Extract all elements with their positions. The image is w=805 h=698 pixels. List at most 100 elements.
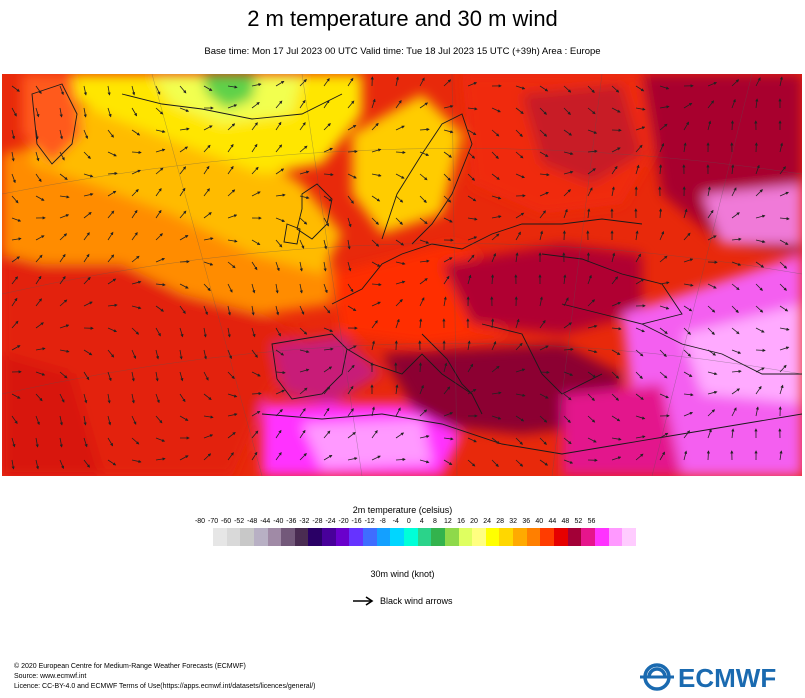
wind-arrow: [131, 129, 141, 136]
colorbar-swatch: [458, 528, 473, 546]
wind-arrow: [755, 305, 764, 313]
wind-arrow: [347, 261, 352, 272]
wind-arrow: [155, 107, 164, 115]
wind-arrow: [59, 85, 64, 96]
wind-arrow: [611, 393, 619, 401]
wind-arrow: [779, 346, 790, 351]
wind-arrow: [107, 151, 117, 157]
wind-arrow: [323, 347, 334, 351]
wind-arrow: [371, 261, 381, 267]
wind-arrow: [659, 327, 668, 334]
wind-arrow: [227, 104, 238, 109]
wind-arrow: [299, 239, 305, 249]
wind-arrow: [491, 437, 500, 445]
logo-text: ECMWF: [678, 663, 776, 693]
wind-arrow: [299, 217, 308, 225]
wind-arrow: [347, 432, 356, 439]
wind-arrow: [59, 275, 66, 285]
wind-arrow: [35, 393, 43, 402]
wind-arrow: [11, 107, 17, 117]
colorbar-swatch: [267, 528, 282, 546]
wind-arrow: [683, 450, 688, 461]
colorbar-swatch: [499, 528, 514, 546]
wind-arrow: [683, 232, 691, 241]
wind-arrow: [59, 173, 68, 180]
wind-arrow: [347, 239, 351, 250]
wind-arrow: [11, 320, 19, 329]
wind-arrow: [587, 129, 598, 134]
wind-arrow: [11, 85, 20, 92]
wind-arrow: [659, 123, 668, 131]
colorbar-swatch: [308, 528, 323, 546]
wind-arrow: [107, 107, 112, 118]
wind-arrow: [371, 195, 381, 202]
wind-arrow: [251, 283, 256, 294]
wind-arrow: [707, 283, 717, 289]
wind-arrow: [635, 371, 643, 380]
wind-arrow: [371, 148, 382, 153]
wind-arrow: [587, 349, 598, 354]
wind-arrow: [419, 259, 430, 263]
wind-arrow: [83, 173, 94, 178]
wind-arrow: [179, 349, 183, 360]
wind-arrow: [251, 451, 258, 461]
wind-arrow: [11, 415, 18, 425]
wind-arrow: [371, 320, 378, 329]
colorbar-swatch: [417, 528, 432, 546]
wind-arrow: [755, 189, 763, 197]
temperature-map: [2, 74, 802, 476]
wind-arrow: [587, 437, 597, 443]
wind-arrow: [131, 327, 140, 335]
wind-arrow: [155, 457, 166, 461]
wind-arrow: [587, 168, 596, 175]
wind-arrow: [683, 349, 692, 357]
wind-arrow: [563, 170, 574, 175]
wind-arrow: [731, 98, 736, 109]
wind-arrow: [515, 173, 525, 179]
wind-arrow: [419, 102, 429, 109]
wind-arrow: [227, 165, 234, 175]
wind-arrow: [467, 340, 471, 351]
wind-arrow: [443, 412, 454, 417]
wind-arrow: [131, 188, 139, 197]
wind-arrow: [539, 107, 547, 115]
wind-arrow: [563, 322, 573, 329]
wind-arrow: [731, 164, 735, 175]
wind-arrow: [179, 455, 189, 461]
footer-copyright: © 2020 European Centre for Medium-Range …: [14, 663, 246, 670]
wind-arrow: [107, 171, 118, 176]
wind-arrow: [35, 235, 45, 241]
wind-arrow: [59, 299, 68, 307]
colorbar-swatch: [294, 528, 309, 546]
legend-tick-label: 48: [561, 518, 570, 525]
wind-arrow: [227, 85, 238, 89]
wind-arrow: [587, 415, 596, 423]
wind-arrow: [371, 239, 380, 247]
wind-arrow: [491, 341, 497, 351]
wind-arrow: [731, 79, 740, 87]
wind-arrow: [179, 107, 190, 112]
wind-arrow: [419, 297, 425, 307]
wind-arrow: [83, 129, 88, 140]
wind-arrow: [131, 371, 135, 382]
wind-arrow: [323, 123, 331, 131]
colorbar-swatch: [403, 528, 418, 546]
colorbar-swatch: [240, 528, 254, 546]
wind-arrow: [203, 125, 213, 131]
wind-arrow: [707, 428, 712, 439]
wind-arrow: [635, 278, 645, 285]
map-title: 2 m temperature and 30 m wind: [247, 6, 558, 31]
wind-arrow: [611, 349, 621, 355]
wind-arrow: [658, 164, 663, 175]
wind-arrow: [299, 170, 310, 175]
wind-arrow: [155, 129, 166, 134]
wind-arrow: [539, 415, 548, 423]
wind-arrow: [779, 261, 788, 269]
legend-tick-label: 0: [406, 518, 411, 525]
wind-arrow: [179, 210, 187, 219]
legend-tick-label: 32: [509, 518, 518, 525]
wind-arrow: [179, 327, 184, 338]
legend-tick-label: 36: [522, 518, 531, 525]
colorbar-swatch: [376, 528, 391, 546]
wind-arrow: [419, 173, 428, 181]
